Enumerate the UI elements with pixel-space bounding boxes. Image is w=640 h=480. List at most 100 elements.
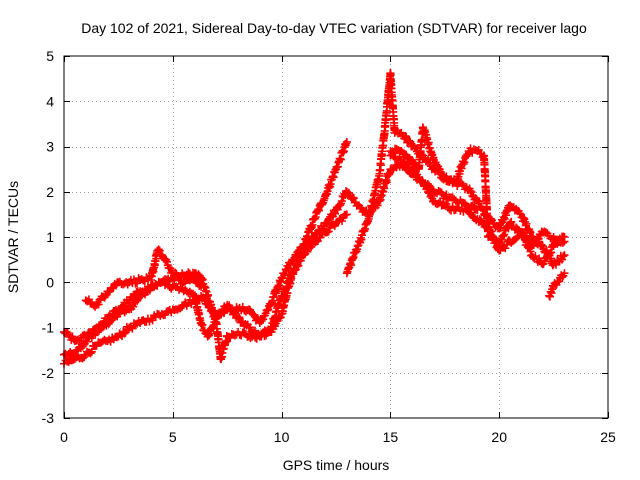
data-point [246, 323, 255, 332]
data-point [500, 230, 509, 239]
data-point [263, 306, 272, 315]
data-point [294, 261, 303, 270]
data-point [338, 217, 347, 226]
data-point [107, 313, 116, 322]
data-point [87, 347, 96, 356]
data-point [504, 224, 513, 233]
data-point [423, 183, 432, 192]
data-point [120, 329, 129, 338]
y-axis-label: SDTVAR / TECUs [5, 181, 21, 293]
y-tick-label: -1 [42, 320, 55, 336]
data-point [437, 188, 446, 197]
data-point [159, 276, 168, 285]
data-point [535, 254, 544, 263]
y-tick-label: 5 [46, 48, 54, 64]
data-point [194, 276, 203, 285]
data-point [344, 188, 353, 197]
data-point [467, 208, 476, 217]
data-point [84, 295, 93, 304]
data-point [466, 187, 475, 196]
data-point [197, 282, 206, 291]
data-point [427, 190, 436, 199]
data-point [406, 137, 415, 146]
data-point [342, 137, 351, 146]
data-point [501, 244, 510, 253]
y-tick-labels: -3 -2 -1 0 1 2 3 4 5 [42, 48, 55, 426]
data-point [382, 178, 391, 187]
data-point [502, 240, 511, 249]
series-track-6 [386, 123, 569, 251]
data-point [296, 256, 305, 265]
data-point [475, 197, 484, 206]
data-point [481, 219, 490, 228]
x-tick-labels: 0 5 10 15 20 25 [60, 429, 616, 445]
data-point [324, 227, 333, 236]
data-point [466, 144, 475, 153]
series-track-4 [81, 245, 206, 311]
data-point [373, 201, 382, 210]
data-point [162, 257, 171, 266]
data-point [316, 233, 325, 242]
x-tick-label: 10 [274, 429, 290, 445]
data-point [556, 238, 565, 247]
data-point [560, 251, 569, 260]
data-point [405, 136, 414, 145]
y-tick-label: -2 [42, 365, 55, 381]
data-point [205, 301, 214, 310]
data-point [235, 313, 244, 322]
data-point [102, 317, 111, 326]
data-point [408, 156, 417, 165]
data-point [333, 205, 342, 214]
data-point [190, 291, 199, 300]
data-point [559, 252, 568, 261]
y-tick-label: 2 [46, 184, 54, 200]
data-point [558, 255, 567, 264]
series-track-3 [60, 210, 351, 346]
data-point [402, 132, 411, 141]
data-point [225, 301, 234, 310]
data-point [538, 242, 547, 251]
chart-title: Day 102 of 2021, Sidereal Day-to-day VTE… [81, 20, 587, 36]
y-tick-label: -3 [42, 410, 55, 426]
data-point [307, 242, 316, 251]
data-point [401, 131, 410, 140]
data-point [234, 314, 243, 323]
series-track-7 [386, 150, 569, 269]
data-point [331, 209, 340, 218]
data-point [442, 172, 451, 181]
axis-ticks [64, 56, 609, 419]
data-point [128, 324, 137, 333]
data-point [177, 273, 186, 282]
x-tick-label: 25 [600, 429, 616, 445]
data-points [60, 69, 569, 368]
data-point [467, 188, 476, 197]
x-tick-label: 0 [60, 429, 68, 445]
y-tick-label: 0 [46, 274, 54, 290]
data-point [148, 316, 157, 325]
x-tick-label: 20 [491, 429, 507, 445]
data-point [436, 197, 445, 206]
data-point [155, 246, 164, 255]
data-point [547, 248, 556, 257]
y-tick-label: 3 [46, 139, 54, 155]
series-track-8 [545, 269, 569, 301]
data-point [94, 300, 103, 309]
data-point [133, 279, 142, 288]
x-tick-label: 5 [169, 429, 177, 445]
data-point [537, 240, 546, 249]
data-point [402, 150, 411, 159]
data-point [555, 277, 564, 286]
x-axis-label: GPS time / hours [283, 457, 390, 473]
data-point [342, 210, 351, 219]
data-point [349, 194, 358, 203]
data-point [129, 275, 138, 284]
data-point [560, 233, 569, 241]
data-point [264, 305, 273, 314]
data-point [560, 269, 569, 278]
y-tick-label: 4 [46, 93, 54, 109]
x-tick-label: 15 [383, 429, 399, 445]
data-point [336, 155, 345, 164]
data-point [337, 197, 346, 206]
data-point [507, 217, 516, 226]
